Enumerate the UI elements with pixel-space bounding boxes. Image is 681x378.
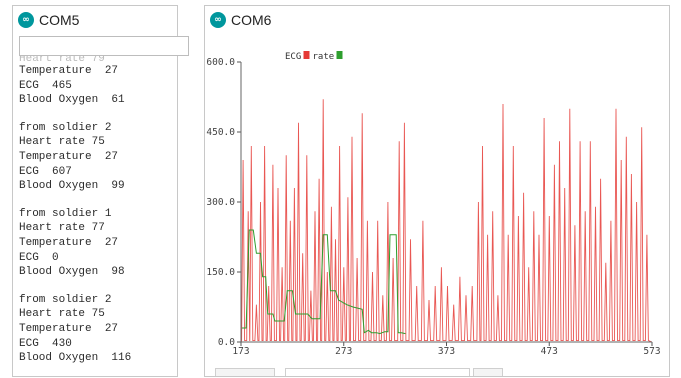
- serial-line: ECG 0: [19, 251, 59, 264]
- legend-swatch: [336, 51, 343, 59]
- serial-line: ECG 430: [19, 337, 72, 350]
- plotter-footer-control[interactable]: [215, 368, 275, 376]
- com5-title: COM5: [39, 12, 80, 28]
- plotter-send-button[interactable]: [473, 368, 503, 376]
- arduino-logo-icon: ∞: [18, 12, 34, 28]
- y-tick-label: 150.0: [206, 267, 235, 278]
- ecg-series-line: [240, 99, 653, 343]
- serial-line: ECG 465: [19, 79, 72, 92]
- serial-plotter-chart: 0.0 150.0 300.0 450.0 600.0 173 273 373 473 573 EC…: [206, 51, 661, 357]
- serial-line: from soldier 2: [19, 121, 112, 134]
- serial-blank-line: [19, 194, 177, 207]
- serial-line: from soldier 1: [19, 207, 112, 220]
- serial-line: Blood Oxygen 99: [19, 180, 125, 193]
- serial-line: ECG 607: [19, 165, 72, 178]
- serial-line: Heart rate 75: [19, 136, 105, 149]
- com6-titlebar: ∞ COM6: [205, 6, 669, 34]
- serial-line: Blood Oxygen 98: [19, 266, 125, 279]
- com6-window: ∞ COM6 0.0 150.0 300.0 450.0 600.0 173 273 373 4…: [204, 5, 670, 377]
- serial-line: Heart rate 77: [19, 222, 105, 235]
- legend-label: ECG: [285, 52, 301, 62]
- x-tick-label: 273: [335, 346, 352, 357]
- x-tick-label: 573: [643, 346, 660, 357]
- com5-titlebar: ∞ COM5: [13, 6, 177, 34]
- serial-send-input[interactable]: [19, 36, 189, 56]
- serial-blank-line: [19, 108, 177, 121]
- com5-window: ∞ COM5 Heart rate 79 Temperature 27 ECG 4…: [12, 5, 189, 377]
- serial-line: Temperature 27: [19, 236, 119, 249]
- legend-swatch: [303, 51, 310, 59]
- serial-line: Blood Oxygen 61: [19, 94, 125, 107]
- legend-label: rate: [313, 52, 335, 62]
- serial-line: Heart rate 75: [19, 308, 105, 321]
- com6-title: COM6: [231, 12, 272, 28]
- x-tick-label: 473: [541, 346, 558, 357]
- serial-line: Temperature 27: [19, 322, 119, 335]
- x-tick-label: 173: [232, 346, 249, 357]
- y-tick-label: 600.0: [206, 57, 235, 68]
- y-tick-label: 300.0: [206, 197, 235, 208]
- serial-lines: Temperature 27 ECG 465 Blood Oxygen 61 from…: [19, 64, 177, 366]
- x-tick-label: 373: [438, 346, 455, 357]
- rate-series-line: [242, 229, 406, 335]
- serial-line: Blood Oxygen 116: [19, 352, 132, 365]
- serial-line-partial: Heart rate 79: [19, 56, 105, 64]
- serial-line: Temperature 27: [19, 65, 119, 77]
- plotter-footer: [215, 368, 665, 376]
- serial-output: Heart rate 79 Temperature 27 ECG 465 Blood…: [19, 56, 177, 376]
- serial-line: from soldier 2: [19, 293, 112, 306]
- y-tick-label: 0.0: [218, 337, 235, 348]
- serial-blank-line: [19, 280, 177, 293]
- arduino-logo-icon: ∞: [210, 12, 226, 28]
- y-tick-label: 450.0: [206, 127, 235, 138]
- serial-line: Temperature 27: [19, 150, 119, 163]
- plotter-send-input[interactable]: [285, 368, 470, 376]
